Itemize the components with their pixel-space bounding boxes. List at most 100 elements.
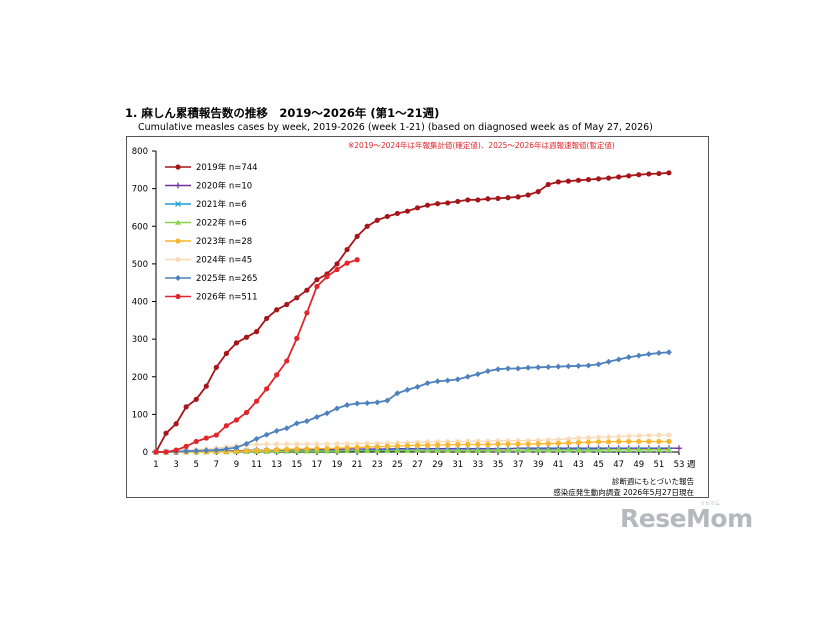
data-point	[344, 445, 350, 451]
data-point	[223, 423, 230, 429]
data-point	[304, 310, 310, 316]
data-point	[404, 443, 411, 449]
data-point	[615, 446, 622, 452]
resemom-logo-kana: リセマム	[700, 501, 721, 507]
data-point	[585, 176, 592, 183]
data-point	[585, 439, 592, 445]
data-point	[595, 361, 602, 368]
data-point	[394, 443, 400, 449]
data-point	[595, 439, 602, 445]
legend-label: 2022年 n=6	[196, 218, 247, 229]
data-point	[645, 351, 652, 358]
data-point	[434, 438, 441, 445]
data-point	[384, 213, 390, 220]
data-point	[384, 447, 391, 454]
data-point	[284, 446, 290, 452]
data-point	[344, 447, 351, 454]
data-point	[625, 433, 632, 440]
data-point	[515, 447, 522, 453]
x-tick-label: 47	[613, 460, 624, 470]
data-point	[474, 438, 481, 445]
resemom-logo: ReseMom	[620, 504, 753, 533]
data-point	[354, 400, 361, 407]
data-point	[203, 383, 209, 389]
data-point	[203, 435, 209, 441]
data-point	[525, 441, 531, 447]
y-tick-label: 300	[132, 335, 148, 345]
x-tick-label: 51	[653, 460, 664, 470]
data-point	[263, 431, 270, 438]
y-tick-label: 400	[132, 298, 148, 308]
data-point	[585, 447, 592, 453]
data-point	[424, 447, 431, 453]
data-point	[233, 340, 240, 346]
legend-marker	[175, 275, 181, 281]
x-tick-label: 15	[291, 460, 302, 470]
data-point	[193, 438, 199, 445]
x-tick-label: 9	[234, 460, 239, 470]
data-point	[404, 208, 411, 214]
data-point	[585, 434, 592, 441]
data-point	[233, 417, 240, 423]
data-point	[445, 200, 451, 206]
data-point	[465, 197, 471, 203]
legend-label: 2020年 n=10	[196, 181, 252, 192]
data-point	[474, 447, 481, 453]
legend-item: 2026年 n=511	[165, 292, 258, 303]
data-point	[545, 363, 552, 370]
series-2026	[153, 257, 360, 455]
data-point	[323, 441, 330, 448]
data-point	[666, 170, 672, 176]
x-tick-label: 33	[472, 460, 483, 470]
data-point	[243, 448, 250, 454]
data-point	[193, 447, 200, 454]
legend-marker	[175, 164, 181, 170]
data-point	[475, 441, 481, 448]
x-tick-label: 31	[452, 460, 463, 470]
data-point	[334, 440, 341, 447]
x-tick-label: 35	[493, 460, 504, 470]
data-point	[656, 170, 662, 177]
data-point	[505, 437, 512, 444]
data-point	[565, 178, 571, 184]
data-point	[494, 366, 501, 373]
data-point	[484, 368, 491, 375]
x-tick-label: 25	[392, 460, 403, 470]
data-point	[364, 447, 371, 454]
data-point	[626, 173, 632, 179]
data-point	[374, 399, 381, 406]
data-point	[364, 400, 371, 407]
data-point	[253, 398, 260, 404]
data-point	[354, 257, 360, 263]
data-point	[525, 437, 532, 444]
data-point	[334, 448, 341, 454]
data-point	[364, 444, 370, 450]
chart-subtitle: Cumulative measles cases by week, 2019-2…	[138, 122, 653, 133]
data-point	[233, 444, 240, 451]
data-point	[665, 432, 672, 439]
data-point	[595, 434, 602, 441]
legend-label: 2023年 n=28	[196, 236, 252, 247]
legend-item: 2022年 n=6	[165, 218, 247, 229]
data-point	[243, 409, 250, 416]
x-tick-label: 27	[412, 460, 423, 470]
data-point	[525, 192, 531, 198]
data-point	[565, 447, 572, 453]
data-point	[605, 175, 612, 181]
data-point	[414, 447, 421, 453]
data-point	[484, 438, 491, 445]
data-point	[535, 441, 541, 447]
data-point	[414, 439, 421, 446]
data-point	[494, 437, 501, 444]
data-point	[454, 447, 461, 453]
data-point	[324, 274, 330, 280]
data-point	[313, 441, 320, 448]
legend-marker	[175, 182, 181, 189]
legend-label: 2024年 n=45	[196, 255, 252, 266]
data-point	[283, 425, 290, 432]
data-point	[616, 438, 622, 445]
data-point	[183, 404, 189, 410]
footer-note-2: 感染症発生動向調査 2026年5月27日現在	[553, 487, 694, 497]
data-point	[304, 287, 310, 293]
data-point	[655, 350, 662, 357]
